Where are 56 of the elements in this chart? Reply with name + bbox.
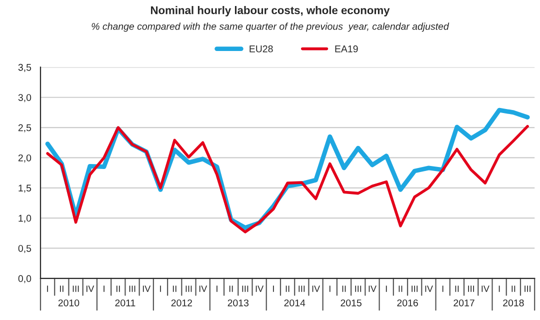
y-tick-label: 3,5 <box>18 64 32 72</box>
text: 2014 <box>284 299 306 306</box>
x-tick-label: I <box>442 286 444 292</box>
x-tick-label: II <box>512 286 516 292</box>
x-tick-label: III <box>186 286 192 292</box>
x-tick-label: I <box>160 286 161 292</box>
legend-label: EU28 <box>250 45 273 52</box>
text: 2018 <box>503 299 524 306</box>
x-tick-label: IV <box>199 286 208 292</box>
x-tick-label: IV <box>86 286 94 292</box>
chart-title: Nominal hourly labour costs, whole economy <box>150 6 390 16</box>
text: 2012 <box>171 299 192 306</box>
x-tick-label: I <box>47 286 48 292</box>
x-tick-label: IV <box>482 286 490 292</box>
x-tick-label: I <box>216 286 218 292</box>
x-tick-label: II <box>60 286 64 292</box>
text: 2016 <box>397 299 418 306</box>
x-tick-label: III <box>242 286 248 292</box>
y-tick-label: 3,0 <box>18 94 32 102</box>
x-tick-label: II <box>116 286 120 292</box>
x-tick-label: I <box>273 286 274 292</box>
x-tick-label: II <box>172 286 176 292</box>
y-tick-label: 0,0 <box>18 275 32 284</box>
text: 2011 <box>115 299 136 306</box>
y-tick-label: 1,5 <box>18 184 32 193</box>
text: 2010 <box>58 299 80 306</box>
x-tick-label: III <box>72 286 79 292</box>
x-tick-label: II <box>286 286 290 292</box>
x-tick-label: III <box>355 286 362 292</box>
x-tick-label: III <box>298 286 305 292</box>
x-tick-label: IV <box>312 286 320 292</box>
y-tick-label: 2,0 <box>18 154 32 162</box>
x-tick-label: III <box>412 286 418 292</box>
x-tick-label: IV <box>256 286 264 292</box>
y-tick-label: 1,0 <box>18 214 32 223</box>
x-tick-label: III <box>129 286 136 292</box>
x-tick-label: IV <box>142 286 151 292</box>
x-tick-label: II <box>398 286 402 292</box>
x-tick-label: IV <box>425 286 433 292</box>
x-tick-label: I <box>498 286 500 292</box>
y-tick-label: 0,5 <box>18 244 32 253</box>
legend-label: EA19 <box>335 45 358 52</box>
x-tick-label: I <box>386 286 387 292</box>
x-tick-label: II <box>229 286 233 292</box>
x-tick-label: IV <box>368 286 376 292</box>
text: 2015 <box>340 299 362 306</box>
x-tick-label: I <box>329 286 330 292</box>
y-tick-label: 2,5 <box>18 124 32 132</box>
chart-subtitle: % change compared with the same quarter of the previous year, calendar adjusted <box>92 22 450 32</box>
x-tick-label: II <box>342 286 346 292</box>
x-tick-label: III <box>468 286 474 292</box>
text: 2013 <box>228 299 249 306</box>
x-tick-label: II <box>455 286 459 292</box>
text: 2017 <box>454 299 474 306</box>
x-tick-label: III <box>524 286 530 292</box>
line-series <box>46 124 529 234</box>
